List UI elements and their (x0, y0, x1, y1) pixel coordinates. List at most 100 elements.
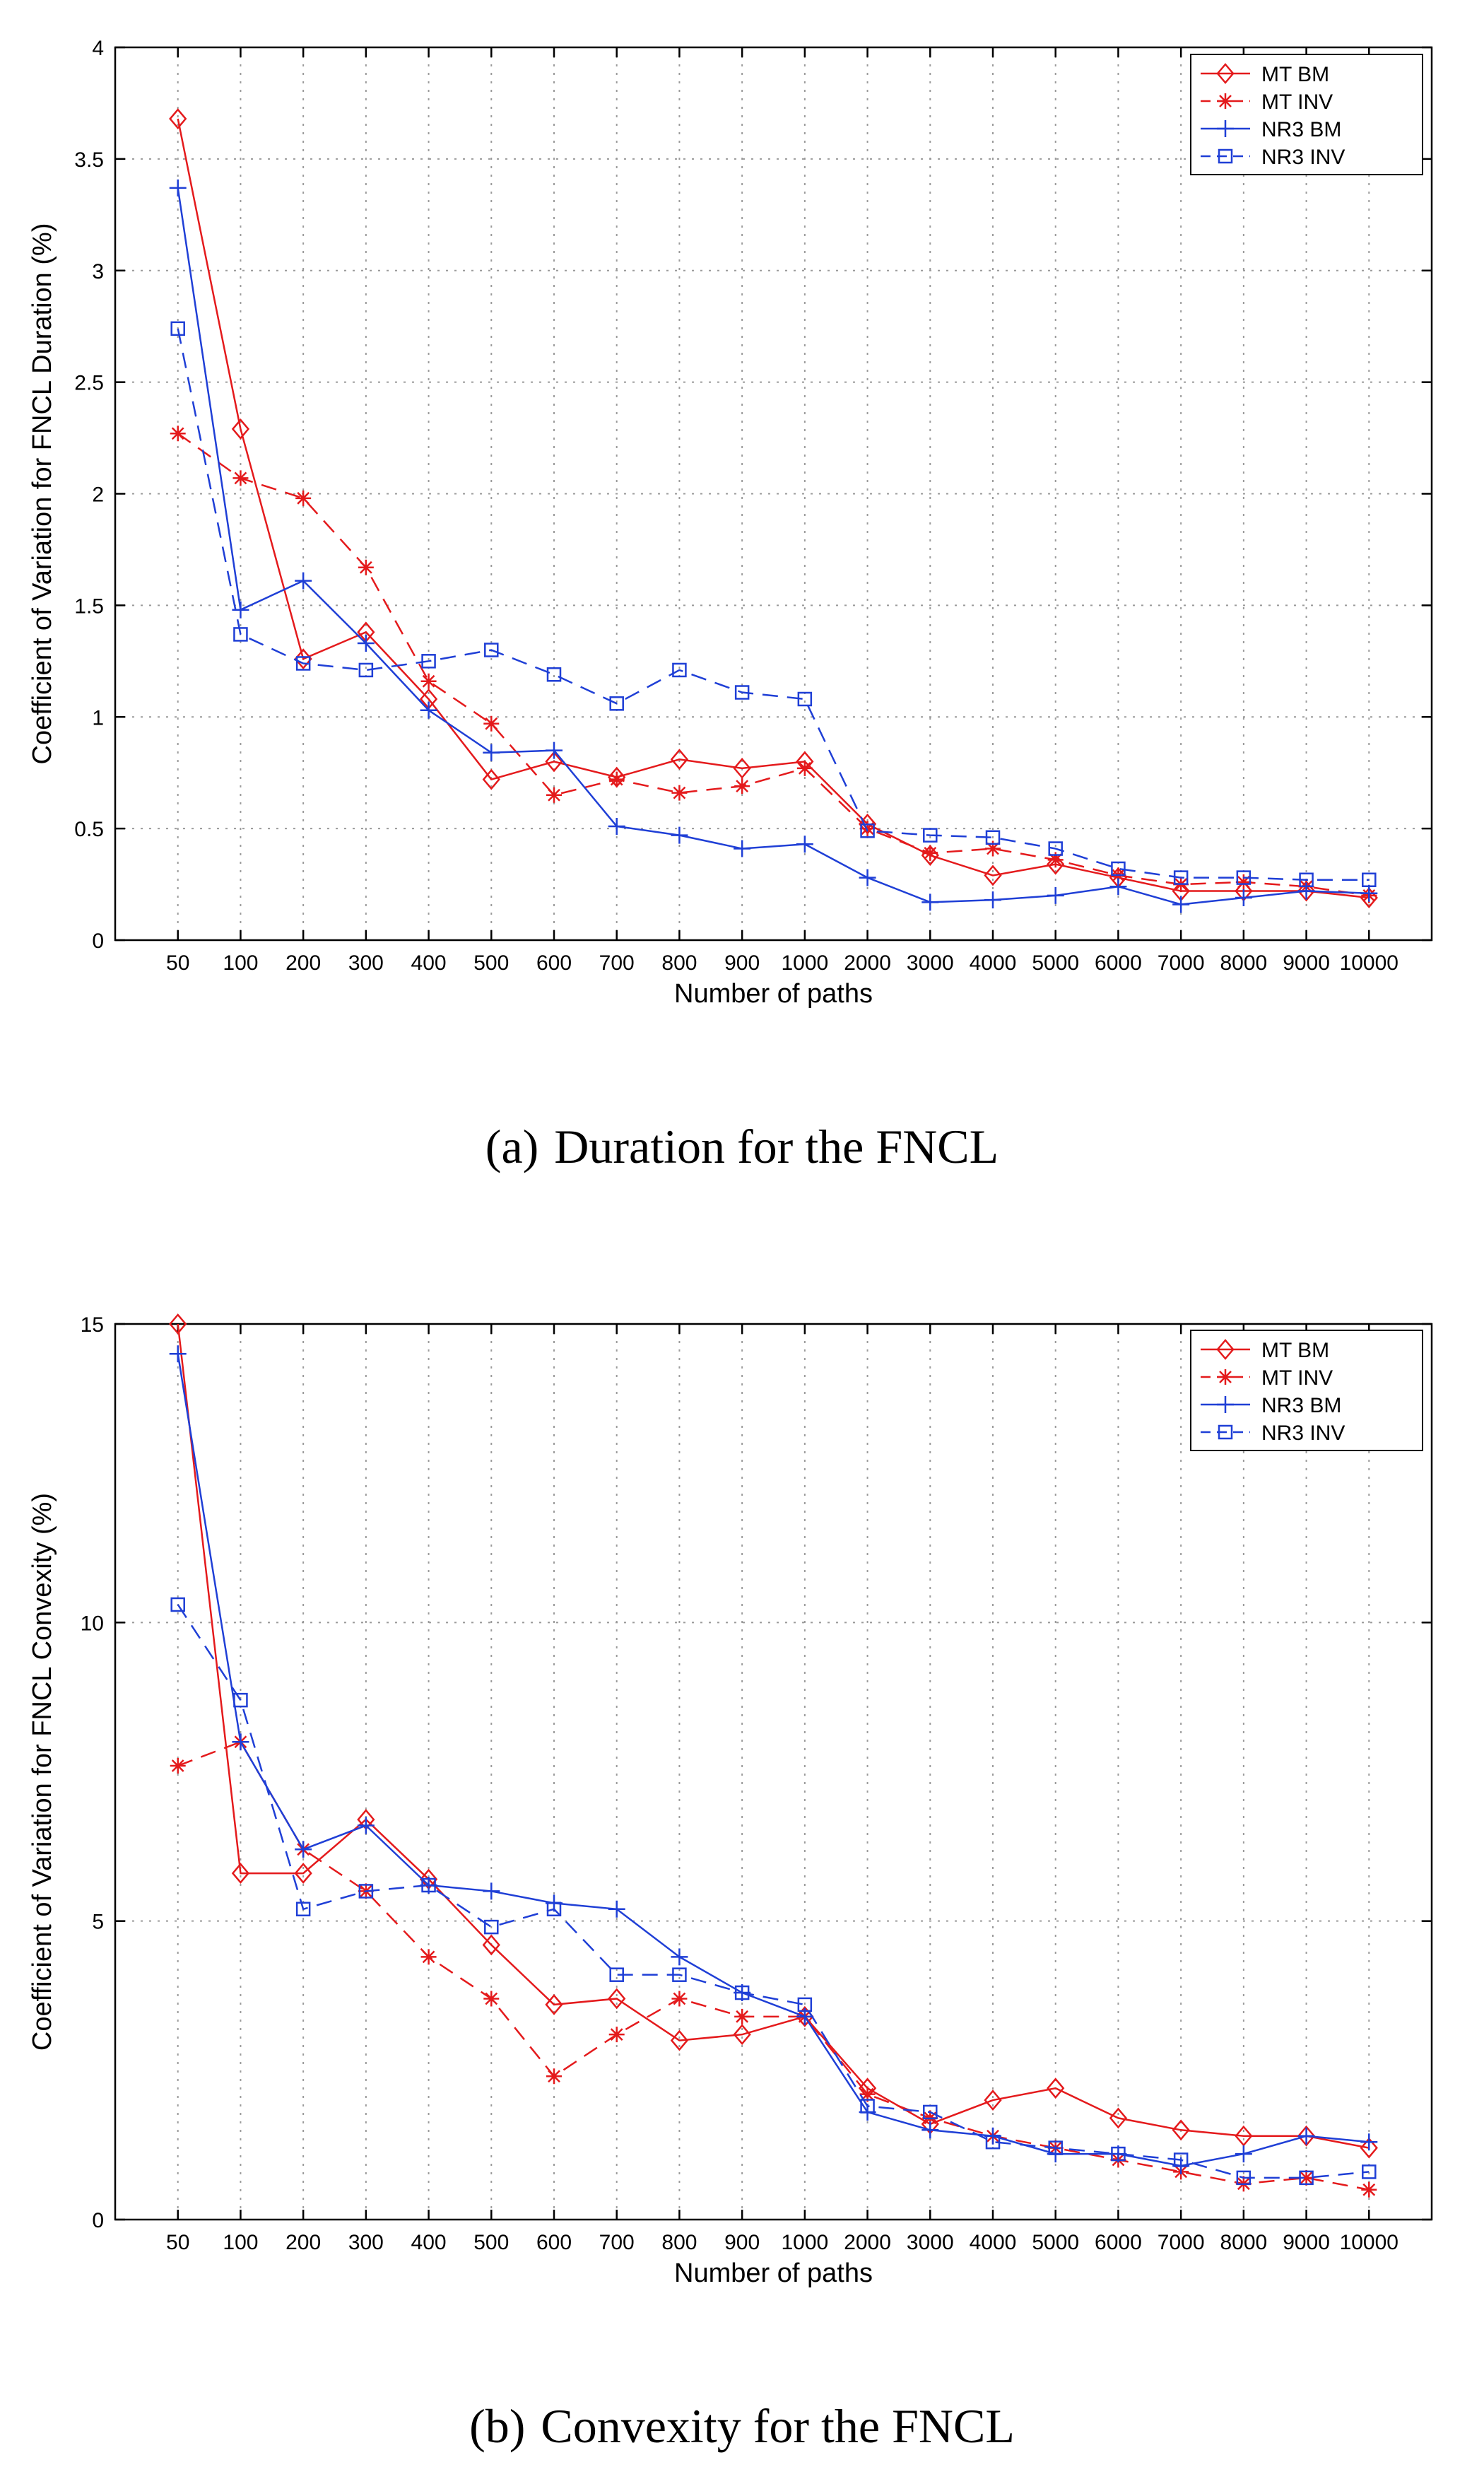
x-tick-label: 200 (285, 2231, 321, 2254)
data-point (734, 778, 750, 795)
data-point (170, 426, 186, 442)
data-point (546, 742, 563, 759)
legend-item: MT BM (1201, 63, 1329, 86)
legend-box (1190, 1330, 1423, 1451)
data-point (733, 2024, 751, 2046)
y-tick-label: 0.5 (74, 818, 104, 841)
data-point (1297, 2125, 1316, 2147)
series-group (169, 108, 1378, 913)
x-tick-label: 700 (599, 951, 635, 975)
data-point (483, 744, 500, 761)
data-point (984, 891, 1001, 909)
y-tick-label: 15 (81, 1313, 104, 1337)
data-point (169, 1313, 187, 1335)
data-point (1299, 2170, 1314, 2186)
x-tick-label: 10000 (1340, 951, 1398, 975)
data-point (859, 821, 876, 837)
data-point (1360, 884, 1378, 902)
data-point (734, 2008, 750, 2024)
plot-frame (114, 1323, 1433, 2221)
legend-label: MT BM (1261, 1339, 1329, 1362)
data-point (796, 836, 813, 853)
x-tick-label: 500 (473, 951, 509, 975)
data-point (295, 490, 312, 506)
y-axis: 0 0.5 1 1.5 2 2.5 3 3.5 4 (74, 37, 1432, 953)
data-point (985, 840, 1001, 857)
data-point (420, 1949, 437, 1965)
data-point (1172, 2119, 1190, 2141)
legend-box (1190, 54, 1423, 175)
data-point (608, 2027, 625, 2043)
x-axis-label: Number of paths (674, 2258, 873, 2288)
caption-tag: (b) (469, 2399, 525, 2453)
data-point (545, 751, 563, 773)
y-tick-label: 0 (92, 930, 104, 953)
data-point (797, 691, 813, 707)
data-point (294, 1863, 312, 1885)
data-point (1299, 872, 1314, 887)
data-point (231, 1863, 250, 1885)
y-tick-label: 10 (81, 1612, 104, 1635)
data-point (482, 1934, 500, 1956)
data-point (483, 1882, 500, 1900)
data-point (1048, 2140, 1063, 2155)
data-point (233, 1692, 248, 1708)
x-tick-label: 50 (166, 951, 189, 975)
series-line (177, 118, 1370, 899)
data-point (1235, 889, 1252, 907)
data-point (232, 470, 249, 486)
x-tick-label: 8000 (1220, 2231, 1267, 2254)
data-point (1235, 2125, 1253, 2147)
data-point (483, 715, 500, 732)
panel-b-convexity: 50 100 200 300 400 500 600 700 800 900 1000 2000 300… (28, 1313, 1433, 2453)
plot-area (115, 1324, 1432, 2220)
data-point (357, 1817, 375, 1834)
data-point (923, 828, 938, 843)
x-tick-label: 1000 (781, 2231, 828, 2254)
plot-area (115, 47, 1432, 940)
panel-caption: (b) Convexity for the FNCL (469, 2399, 1015, 2453)
data-point (546, 2068, 562, 2085)
series-line (177, 433, 1370, 897)
data-point (1047, 853, 1065, 875)
data-point (1362, 2164, 1377, 2179)
data-point (1298, 2169, 1314, 2186)
legend-swatch-marker (1218, 1424, 1233, 1440)
x-tick-label: 300 (348, 2231, 384, 2254)
data-point (545, 1993, 563, 2015)
caption-text: Duration for the FNCL (554, 1120, 999, 1173)
y-tick-label: 4 (92, 37, 104, 60)
data-point (608, 1900, 625, 1918)
plot-frame (114, 46, 1433, 942)
legend: MT BM MT INV NR3 BM NR3 INV (1190, 54, 1423, 175)
series-group (169, 1313, 1378, 2198)
caption-tag: (a) (485, 1120, 538, 1173)
data-point (484, 643, 499, 657)
y-tick-label: 2.5 (74, 372, 104, 395)
x-tick-label: 900 (724, 951, 760, 975)
x-tick-label: 800 (661, 2231, 697, 2254)
x-tick-label: 9000 (1283, 951, 1330, 975)
data-point (860, 2099, 875, 2114)
series-nr3-bm (169, 179, 1378, 913)
data-point (734, 685, 750, 700)
data-point (1111, 2146, 1126, 2162)
data-point (231, 418, 250, 440)
data-point (233, 627, 248, 642)
y-tick-label: 5 (92, 1911, 104, 1934)
legend-item: NR3 BM (1201, 1394, 1341, 1417)
x-tick-label: 300 (348, 951, 384, 975)
data-point (170, 1597, 185, 1612)
data-point (1047, 2077, 1065, 2099)
data-point (672, 1967, 687, 1982)
data-point (1297, 880, 1316, 902)
x-tick-label: 800 (661, 951, 697, 975)
legend-label: MT INV (1261, 1366, 1333, 1390)
data-point (733, 757, 751, 779)
data-point (546, 667, 562, 682)
data-point (671, 785, 688, 801)
data-point (232, 1733, 249, 1751)
data-point (483, 1991, 500, 2007)
panel-caption: (a) Duration for the FNCL (485, 1120, 999, 1173)
data-point (1048, 841, 1063, 856)
